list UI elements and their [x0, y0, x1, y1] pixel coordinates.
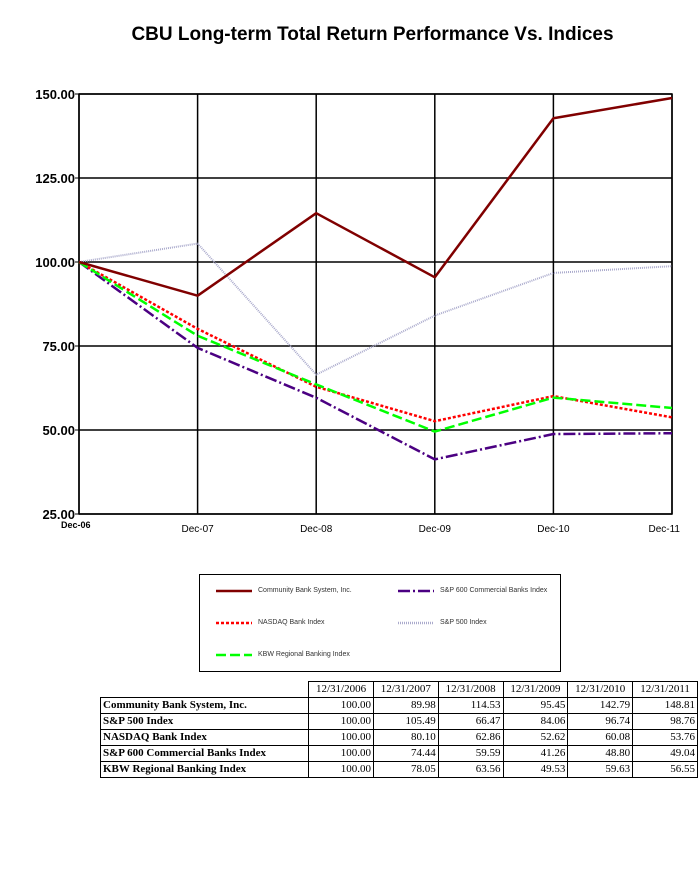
table-cell: 84.06	[502, 713, 569, 730]
series-line-0	[78, 96, 673, 297]
table-cell: 105.49	[372, 713, 439, 730]
table-cell: 60.08	[567, 729, 634, 746]
table-cell: 63.56	[437, 761, 504, 778]
table-cell: 148.81	[632, 697, 698, 714]
table-cell: 41.26	[502, 745, 569, 762]
table-cell: 53.76	[632, 729, 698, 746]
x-tick-label: Dec-09	[419, 524, 452, 535]
table-column-header: 12/31/2010	[567, 681, 634, 698]
legend-label: NASDAQ Bank Index	[258, 619, 325, 626]
legend-item: NASDAQ Bank Index	[214, 618, 379, 630]
table-cell: 49.53	[502, 761, 569, 778]
table-column-header: 12/31/2006	[308, 681, 374, 698]
legend-label: S&P 500 Index	[440, 619, 487, 626]
y-tick-label: 75.00	[42, 339, 75, 354]
table-row-label: S&P 500 Index	[99, 713, 310, 730]
legend-swatch	[398, 589, 434, 593]
legend-swatch	[216, 589, 252, 593]
y-tick-label: 125.00	[35, 171, 75, 186]
table-cell: 89.98	[372, 697, 439, 714]
table-column-header: 12/31/2011	[632, 681, 698, 698]
table-cell: 100.00	[308, 745, 374, 762]
y-tick-label: 100.00	[35, 255, 75, 270]
table-row-label: KBW Regional Banking Index	[99, 761, 310, 778]
table-row-label: S&P 600 Commercial Banks Index	[99, 745, 310, 762]
table-row-label: Community Bank System, Inc.	[99, 697, 310, 714]
table-cell: 78.05	[372, 761, 439, 778]
table-cell: 100.00	[308, 761, 374, 778]
series-line-4	[78, 260, 673, 433]
table-cell: 66.47	[437, 713, 504, 730]
table-column-header: 12/31/2007	[372, 681, 439, 698]
x-tick-label: Dec-11	[649, 524, 681, 535]
table-row: KBW Regional Banking Index 100.00 78.05 63.…	[99, 761, 698, 778]
table-cell: 80.10	[372, 729, 439, 746]
chart-legend: Community Bank System, Inc. S&P 600 Comme…	[199, 574, 561, 672]
table-cell: 59.59	[437, 745, 504, 762]
table-column-header: 12/31/2008	[437, 681, 504, 698]
table-cell: 100.00	[308, 729, 374, 746]
data-table: 12/31/2006 12/31/2007 12/31/2008 12/31/2009…	[99, 681, 698, 778]
series-line-1	[78, 260, 673, 461]
table-row: S&P 500 Index 100.00 105.49 66.47 84.06 96.74…	[99, 713, 698, 730]
y-tick-label: 25.00	[42, 507, 75, 522]
x-tick-label: Dec-06	[61, 520, 91, 530]
table-cell: 98.76	[632, 713, 698, 730]
table-row: Community Bank System, Inc. 100.00 89.98 11…	[99, 697, 698, 714]
legend-item: KBW Regional Banking Index	[214, 650, 379, 662]
table-cell: 74.44	[372, 745, 439, 762]
legend-label: KBW Regional Banking Index	[258, 651, 350, 658]
legend-label: S&P 600 Commercial Banks Index	[440, 587, 548, 594]
table-corner	[101, 682, 309, 698]
x-tick-label: Dec-07	[181, 524, 214, 535]
table-row: NASDAQ Bank Index 100.00 80.10 62.86 52.62 60…	[99, 729, 698, 746]
table-header-row: 12/31/2006 12/31/2007 12/31/2008 12/31/2009…	[101, 681, 698, 698]
y-tick-label: 50.00	[42, 423, 75, 438]
table-cell: 52.62	[502, 729, 569, 746]
table-cell: 100.00	[308, 713, 374, 730]
legend-item: S&P 600 Commercial Banks Index	[396, 586, 561, 598]
legend-swatch	[216, 653, 252, 657]
table-cell: 62.86	[437, 729, 504, 746]
table-cell: 96.74	[567, 713, 634, 730]
y-tick-label: 150.00	[35, 87, 75, 102]
legend-swatch	[216, 621, 252, 625]
legend-item: Community Bank System, Inc.	[214, 586, 379, 598]
legend-swatch	[398, 621, 434, 625]
series-line-3	[78, 242, 673, 376]
table-row-label: NASDAQ Bank Index	[99, 729, 310, 746]
legend-label: Community Bank System, Inc.	[258, 587, 352, 594]
plot-area	[78, 93, 673, 515]
chart-title: CBU Long-term Total Return Performance V…	[131, 24, 614, 45]
table-cell: 114.53	[437, 697, 504, 714]
table-cell: 48.80	[567, 745, 634, 762]
table-cell: 100.00	[308, 697, 374, 714]
table-column-header: 12/31/2009	[502, 681, 569, 698]
table-row: S&P 600 Commercial Banks Index 100.00 74.4…	[99, 745, 698, 762]
table-cell: 95.45	[502, 697, 569, 714]
table-cell: 142.79	[567, 697, 634, 714]
legend-item: S&P 500 Index	[396, 618, 561, 630]
table-cell: 49.04	[632, 745, 698, 762]
table-cell: 56.55	[632, 761, 698, 778]
x-tick-label: Dec-08	[300, 524, 333, 535]
table-cell: 59.63	[567, 761, 634, 778]
x-tick-label: Dec-10	[537, 524, 570, 535]
